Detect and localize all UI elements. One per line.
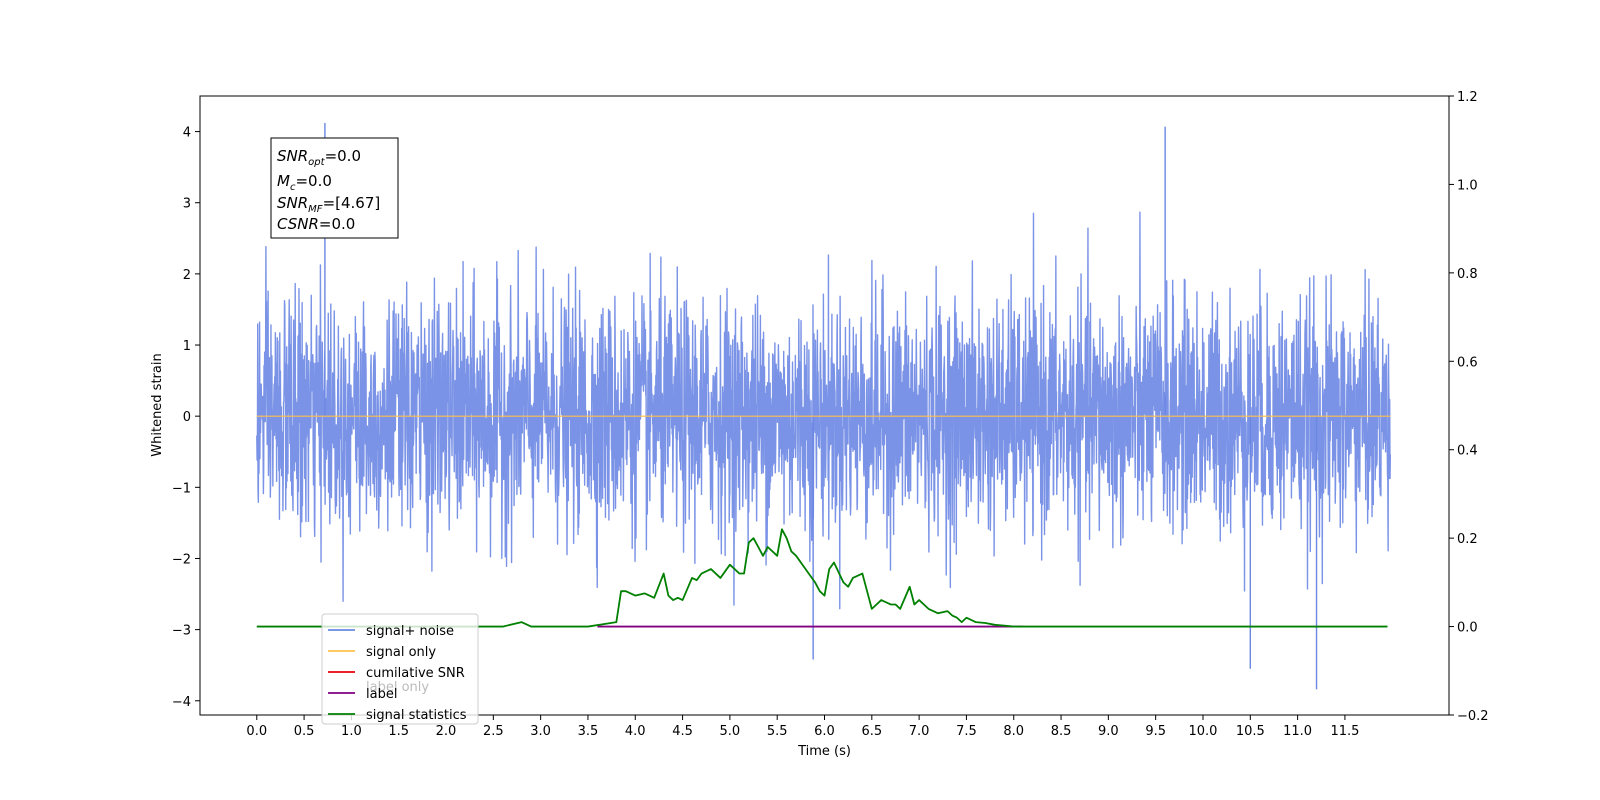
y2-tick-label: 0.0 [1457,621,1478,636]
x-axis-label: Time (s) [797,744,851,759]
annotation-csnr: CSNR=0.0 [277,215,355,233]
signal-statistics-line [256,528,1388,628]
x-tick-label: 0.0 [246,724,267,739]
legend-label: cumilative SNR [366,666,465,681]
x-tick-label: 8.5 [1051,724,1072,739]
x-tick-label: 2.5 [483,724,504,739]
x-tick-label: 8.0 [1003,724,1024,739]
y-tick-label: 4 [183,126,191,141]
y2-tick-label: −0.2 [1457,709,1489,724]
legend-label: label [366,687,397,702]
y-tick-label: −4 [172,695,191,710]
x-tick-label: 5.5 [767,724,788,739]
y2-tick-label: 0.8 [1457,267,1478,282]
legend-label: signal statistics [366,708,467,723]
y2-tick-label: 1.2 [1457,90,1478,105]
x-tick-label: 7.5 [956,724,977,739]
x-tick-label: 7.0 [909,724,930,739]
y2-tick-label: 0.6 [1457,355,1478,370]
y-tick-label: −3 [172,624,191,639]
annotation-snr-opt: SNRopt=0.0 [277,147,361,168]
annotation-mc: Mc=0.0 [277,172,332,193]
x-tick-label: 3.0 [530,724,551,739]
legend-label: signal+ noise [366,624,454,639]
y-axis-label: Whitened strain [150,353,165,456]
y-tick-label: −2 [172,552,191,567]
x-tick-label: 2.0 [436,724,457,739]
x-tick-label: 6.0 [814,724,835,739]
x-tick-label: 6.5 [861,724,882,739]
signal-noise-series [256,123,1392,690]
annotation-box: SNRopt=0.0 Mc=0.0 SNRMF=[4.67] CSNR=0.0 [270,137,399,239]
y2-tick-label: 0.4 [1457,444,1478,459]
x-tick-label: 11.5 [1330,724,1359,739]
y2-tick-label: 1.0 [1457,178,1478,193]
signal-noise-line [256,211,1392,610]
y-tick-label: 3 [183,197,191,212]
legend: label only signal+ noise signal only cumil… [321,613,479,725]
legend-label: signal only [366,645,436,660]
x-tick-label: 0.5 [294,724,315,739]
y-tick-label: −1 [172,481,191,496]
x-tick-label: 1.5 [388,724,409,739]
y2-tick-label: 0.2 [1457,532,1478,547]
x-tick-label: 4.5 [672,724,693,739]
x-tick-label: 10.5 [1236,724,1265,739]
y-axis-ticks: 4 3 2 1 0 −1 −2 −3 −4 [172,126,200,710]
x-tick-label: 5.0 [720,724,741,739]
y-tick-label: 0 [183,410,191,425]
series-lines [256,415,1391,628]
annotation-frame [270,137,399,239]
annotation-snr-mf: SNRMF=[4.67] [277,194,380,215]
legend-hidden-label: label only [366,680,429,695]
x-tick-label: 3.5 [578,724,599,739]
x-tick-label: 10.0 [1189,724,1218,739]
y2-axis-ticks: 1.2 1.0 0.8 0.6 0.4 0.2 0.0 −0.2 [1449,90,1489,724]
x-tick-label: 1.0 [341,724,362,739]
y-tick-label: 1 [183,339,191,354]
x-tick-label: 9.5 [1145,724,1166,739]
x-axis-ticks: 0.0 0.5 1.0 1.5 2.0 2.5 3.0 3.5 4.0 4.5 5.0 5.5 6.0 6… [246,715,1359,739]
plot-area [256,123,1392,690]
x-tick-label: 9.0 [1098,724,1119,739]
y-tick-label: 2 [183,268,191,283]
x-tick-label: 4.0 [625,724,646,739]
legend-frame [321,613,479,725]
x-tick-label: 11.0 [1283,724,1312,739]
